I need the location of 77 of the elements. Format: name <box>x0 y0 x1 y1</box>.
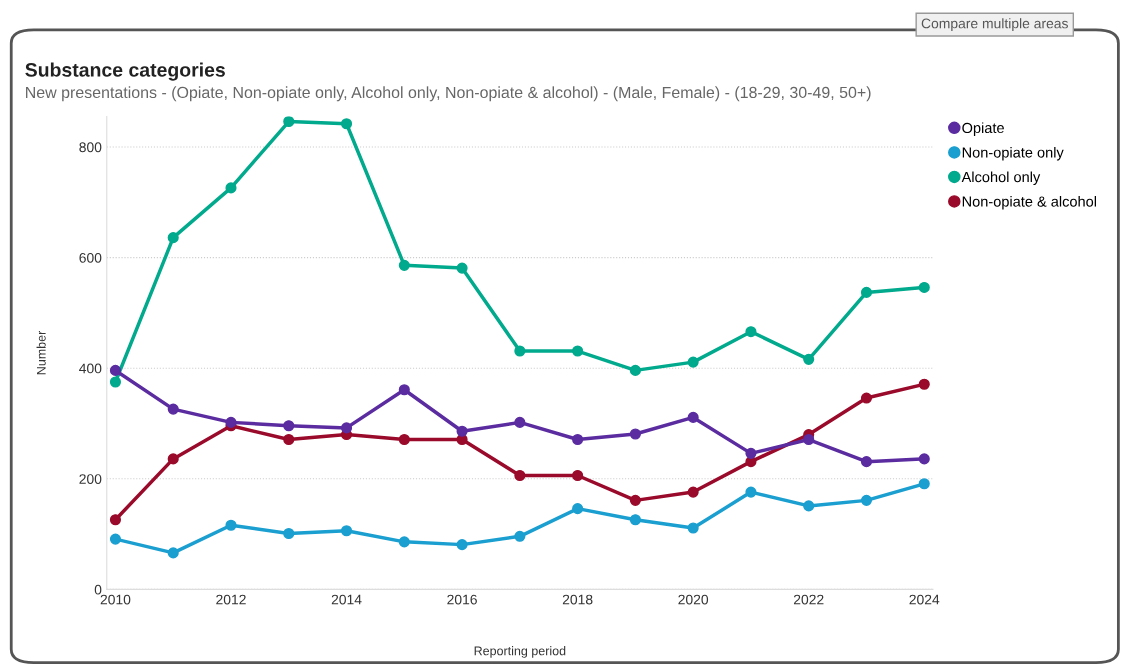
chart-title: Substance categories <box>25 62 225 81</box>
point <box>109 364 122 376</box>
point <box>398 433 410 446</box>
point <box>225 182 237 194</box>
point <box>745 486 757 498</box>
point <box>340 422 353 434</box>
point <box>514 469 526 482</box>
point <box>109 514 122 526</box>
point <box>803 433 815 446</box>
point <box>167 547 179 559</box>
x-axis-title: Reporting period <box>474 646 566 658</box>
point <box>167 453 179 465</box>
y-axis-title: Number <box>36 330 46 375</box>
point <box>572 503 584 515</box>
point <box>572 469 584 482</box>
point <box>745 326 757 338</box>
x-tick-label: 2010 <box>100 594 131 605</box>
point <box>572 345 584 357</box>
point <box>340 118 353 130</box>
point <box>456 539 468 551</box>
point <box>283 433 295 446</box>
point <box>629 428 641 440</box>
legend-label: Alcohol only <box>961 171 1041 186</box>
point <box>803 353 815 365</box>
point <box>629 364 641 376</box>
point <box>109 533 122 545</box>
y-tick-label: 800 <box>79 142 102 153</box>
point <box>514 345 526 357</box>
y-tick-label: 0 <box>94 584 102 595</box>
x-tick-label: 2014 <box>331 594 362 605</box>
x-tick-label: 2012 <box>216 594 246 605</box>
point <box>514 530 526 542</box>
point <box>918 378 930 390</box>
point <box>860 494 873 506</box>
point <box>109 376 122 388</box>
y-tick-label: 400 <box>79 363 102 374</box>
point <box>918 281 930 293</box>
legend-label: Non-opiate only <box>962 146 1064 161</box>
point <box>687 486 699 498</box>
point <box>745 447 757 459</box>
point <box>860 286 873 298</box>
point <box>167 232 179 244</box>
point <box>687 522 699 534</box>
point <box>225 519 237 531</box>
point <box>918 478 930 490</box>
point <box>687 356 699 368</box>
x-tick-label: 2020 <box>678 594 709 605</box>
point <box>514 416 526 428</box>
y-tick-label: 600 <box>79 252 102 263</box>
point <box>283 527 295 540</box>
text: Compare multiple areas <box>921 18 1068 32</box>
point <box>167 403 179 415</box>
point <box>225 416 237 428</box>
x-tick-label: 2018 <box>562 594 593 605</box>
point <box>860 456 873 468</box>
point <box>687 411 699 423</box>
point <box>629 514 641 526</box>
point <box>398 384 410 396</box>
point <box>629 494 641 506</box>
x-tick-label: 2016 <box>447 594 477 605</box>
point <box>918 453 930 465</box>
legend-label: Non-opiate & alcohol <box>962 195 1097 210</box>
point <box>456 262 468 274</box>
point <box>456 425 468 437</box>
chart-subtitle: New presentations - (Opiate, Non-opiate only, Alcohol only, Non-opiate & alcohol) - (Male, Female) - (18-29, 30-49, 50+) <box>26 86 871 102</box>
point <box>340 525 353 537</box>
point <box>398 536 410 548</box>
legend-label: Opiate <box>962 122 1004 136</box>
point <box>572 433 584 446</box>
x-tick-label: 2022 <box>793 594 824 605</box>
point <box>398 259 410 271</box>
y-tick-label: 200 <box>79 474 102 484</box>
point <box>283 116 295 128</box>
point <box>860 392 873 404</box>
point <box>283 420 295 432</box>
point <box>803 500 815 512</box>
x-tick-label: 2024 <box>909 594 940 605</box>
